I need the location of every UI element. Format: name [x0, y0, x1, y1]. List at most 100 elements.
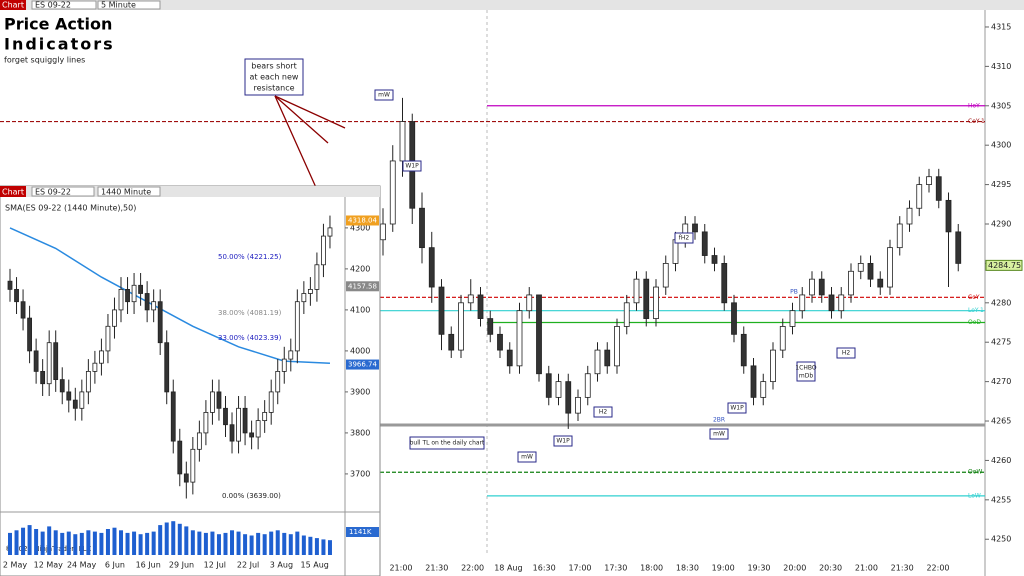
candle-body [20, 301, 26, 319]
candle-body [555, 381, 562, 398]
volume-bar [327, 540, 332, 555]
candle-body [643, 278, 650, 319]
y-tick-label: 4315 [991, 22, 1011, 31]
interval-select[interactable] [97, 0, 161, 10]
candle-body [575, 396, 581, 414]
y-tick-label: 4280 [991, 298, 1011, 307]
volume-bar [112, 527, 117, 555]
candle-body [229, 424, 235, 442]
candle-body [190, 448, 196, 483]
volume-bar [190, 530, 195, 555]
y-tick-label: 4300 [350, 223, 370, 232]
candle-body [268, 391, 274, 413]
y-tick-label: 4310 [991, 62, 1011, 71]
label-box [402, 160, 422, 172]
candle-body [249, 432, 255, 438]
level-label: OoW [968, 469, 982, 476]
candle-body [945, 199, 952, 233]
x-tick-label: 21:00 [855, 564, 878, 573]
toolbar [0, 0, 1024, 10]
interval-select[interactable] [97, 186, 161, 197]
volume-bar [308, 536, 313, 555]
y-tick-label: 4300 [991, 141, 1011, 150]
daily-chart: Chart ES 09-22 1440 Minute SMA(ES 09-22 … [0, 185, 381, 576]
x-tick-label: 22:00 [926, 564, 949, 573]
volume-bar [66, 531, 71, 555]
x-tick-label: 2 May [3, 561, 27, 570]
y-tick-label: 3700 [350, 469, 370, 478]
tab-label[interactable]: Chart [2, 1, 24, 10]
title: Indicators [4, 35, 115, 54]
tab[interactable] [0, 186, 26, 197]
tab-label[interactable]: Chart [2, 188, 24, 197]
x-tick-label: 29 Jun [169, 561, 194, 570]
candle-body [33, 350, 39, 372]
x-tick-label: 12 Jul [204, 561, 226, 570]
candle-body [144, 293, 150, 311]
candle-body [138, 284, 144, 294]
candle-body [262, 412, 268, 422]
pattern-label: W1P [556, 438, 570, 445]
symbol-select[interactable] [31, 186, 95, 197]
pattern-label: mW [378, 92, 390, 99]
candle-body [789, 310, 796, 327]
candle-body [196, 432, 202, 450]
volume-bar [145, 532, 150, 555]
volume-bar [92, 531, 97, 555]
fib-label: 0.00% (3639.00) [222, 492, 281, 500]
price-tag-label: 4318.04 [348, 216, 377, 224]
level-label: OoD [968, 319, 981, 326]
candle-body [46, 342, 52, 385]
candle-body [536, 294, 542, 375]
x-tick-label: 22 Jul [237, 561, 259, 570]
last-price: 4284.75 [988, 261, 1021, 270]
y-tick-label: 3900 [350, 387, 370, 396]
level-label: HoY [968, 102, 980, 109]
candle-body [653, 286, 659, 319]
volume-bar [47, 526, 52, 555]
y-tick-label: 4270 [991, 377, 1011, 386]
candle-body [210, 391, 215, 413]
symbol[interactable]: ES 09-22 [35, 188, 71, 197]
interval[interactable]: 1440 Minute [101, 188, 151, 197]
candle-body [818, 278, 825, 296]
volume-bar [269, 531, 274, 555]
x-tick-label: 18:30 [676, 564, 699, 573]
price-axis [984, 10, 1024, 576]
candle-body [770, 349, 776, 383]
volume-bar [27, 525, 32, 555]
interval[interactable]: 5 Minute [101, 1, 136, 10]
x-tick-label: 18:00 [640, 564, 663, 573]
symbol-select[interactable] [31, 0, 97, 10]
label-box [409, 436, 485, 450]
y-tick-label: 4255 [991, 495, 1011, 504]
candle-body [14, 288, 19, 303]
symbol[interactable]: ES 09-22 [35, 1, 71, 10]
tab[interactable] [0, 0, 26, 10]
main-chart: 4250425542604265427042754280428542904295… [0, 22, 1023, 573]
level-label: CoY-1 [968, 118, 985, 125]
volume-bar [236, 531, 241, 555]
pattern-label: PB [790, 289, 798, 296]
volume-bar [243, 534, 248, 555]
pattern-label: H2 [599, 409, 608, 416]
candle-body [419, 207, 425, 249]
candle-body [223, 407, 228, 426]
price-tag-label: 3966.74 [348, 361, 377, 369]
candle-body [203, 412, 209, 434]
candle-body [935, 176, 942, 201]
volume-bar [151, 531, 156, 555]
volume-bar [73, 534, 78, 555]
level-label: CoY [968, 294, 980, 301]
candle-body [477, 294, 484, 319]
volume-bar [256, 532, 261, 555]
label-box [796, 361, 816, 382]
volume-bar [230, 530, 235, 555]
price-tag-label: 4157.58 [348, 282, 377, 290]
level-label: LoW [968, 492, 981, 499]
volume-tag [346, 527, 379, 537]
price-tag [346, 359, 379, 370]
x-tick-label: 16 Jun [136, 561, 161, 570]
candle-body [164, 342, 170, 393]
candle-body [118, 288, 124, 311]
